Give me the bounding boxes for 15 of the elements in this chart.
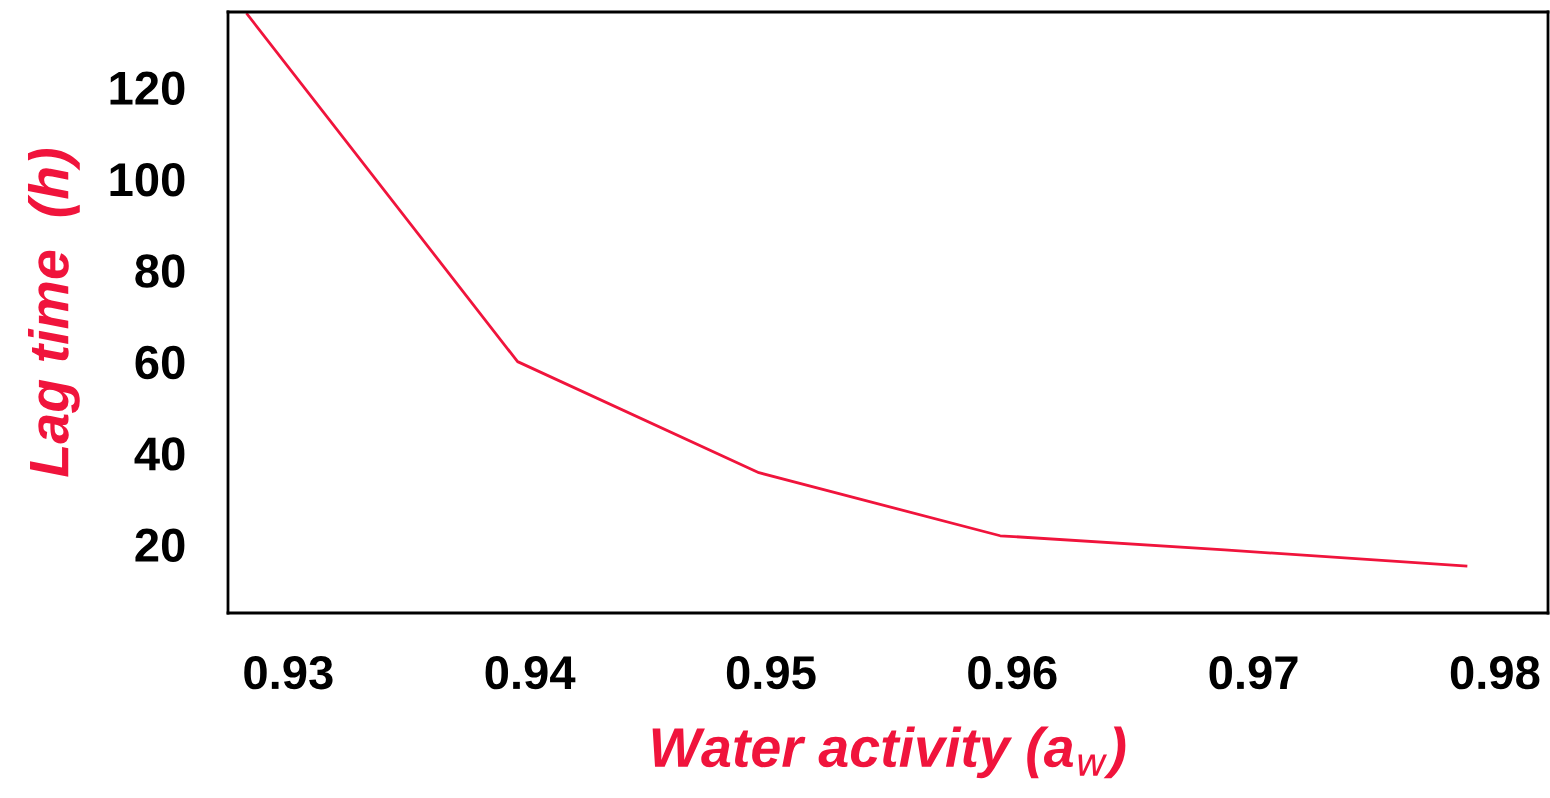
y-tick-label: 80 [135,254,185,288]
y-tick-label: 20 [135,528,185,563]
x-tick-label: 0.96 [968,655,1057,690]
x-axis-title: Water activity (a$_{w}$) [652,726,1126,779]
x-tick-label: 0.98 [1450,655,1540,690]
x-tick-label: 0.93 [244,655,333,690]
y-axis-title: Lag time (h) [27,148,80,477]
y-tick-label: 100 [110,162,185,197]
y-tick-label: 40 [134,437,185,471]
x-tick-label: 0.94 [485,655,576,690]
line-series [245,12,1468,568]
x-tick-label: 0.95 [726,655,816,690]
y-tick-label: 120 [110,71,185,105]
y-tick-label: 60 [135,345,185,380]
x-tick-label: 0.97 [1209,655,1298,690]
